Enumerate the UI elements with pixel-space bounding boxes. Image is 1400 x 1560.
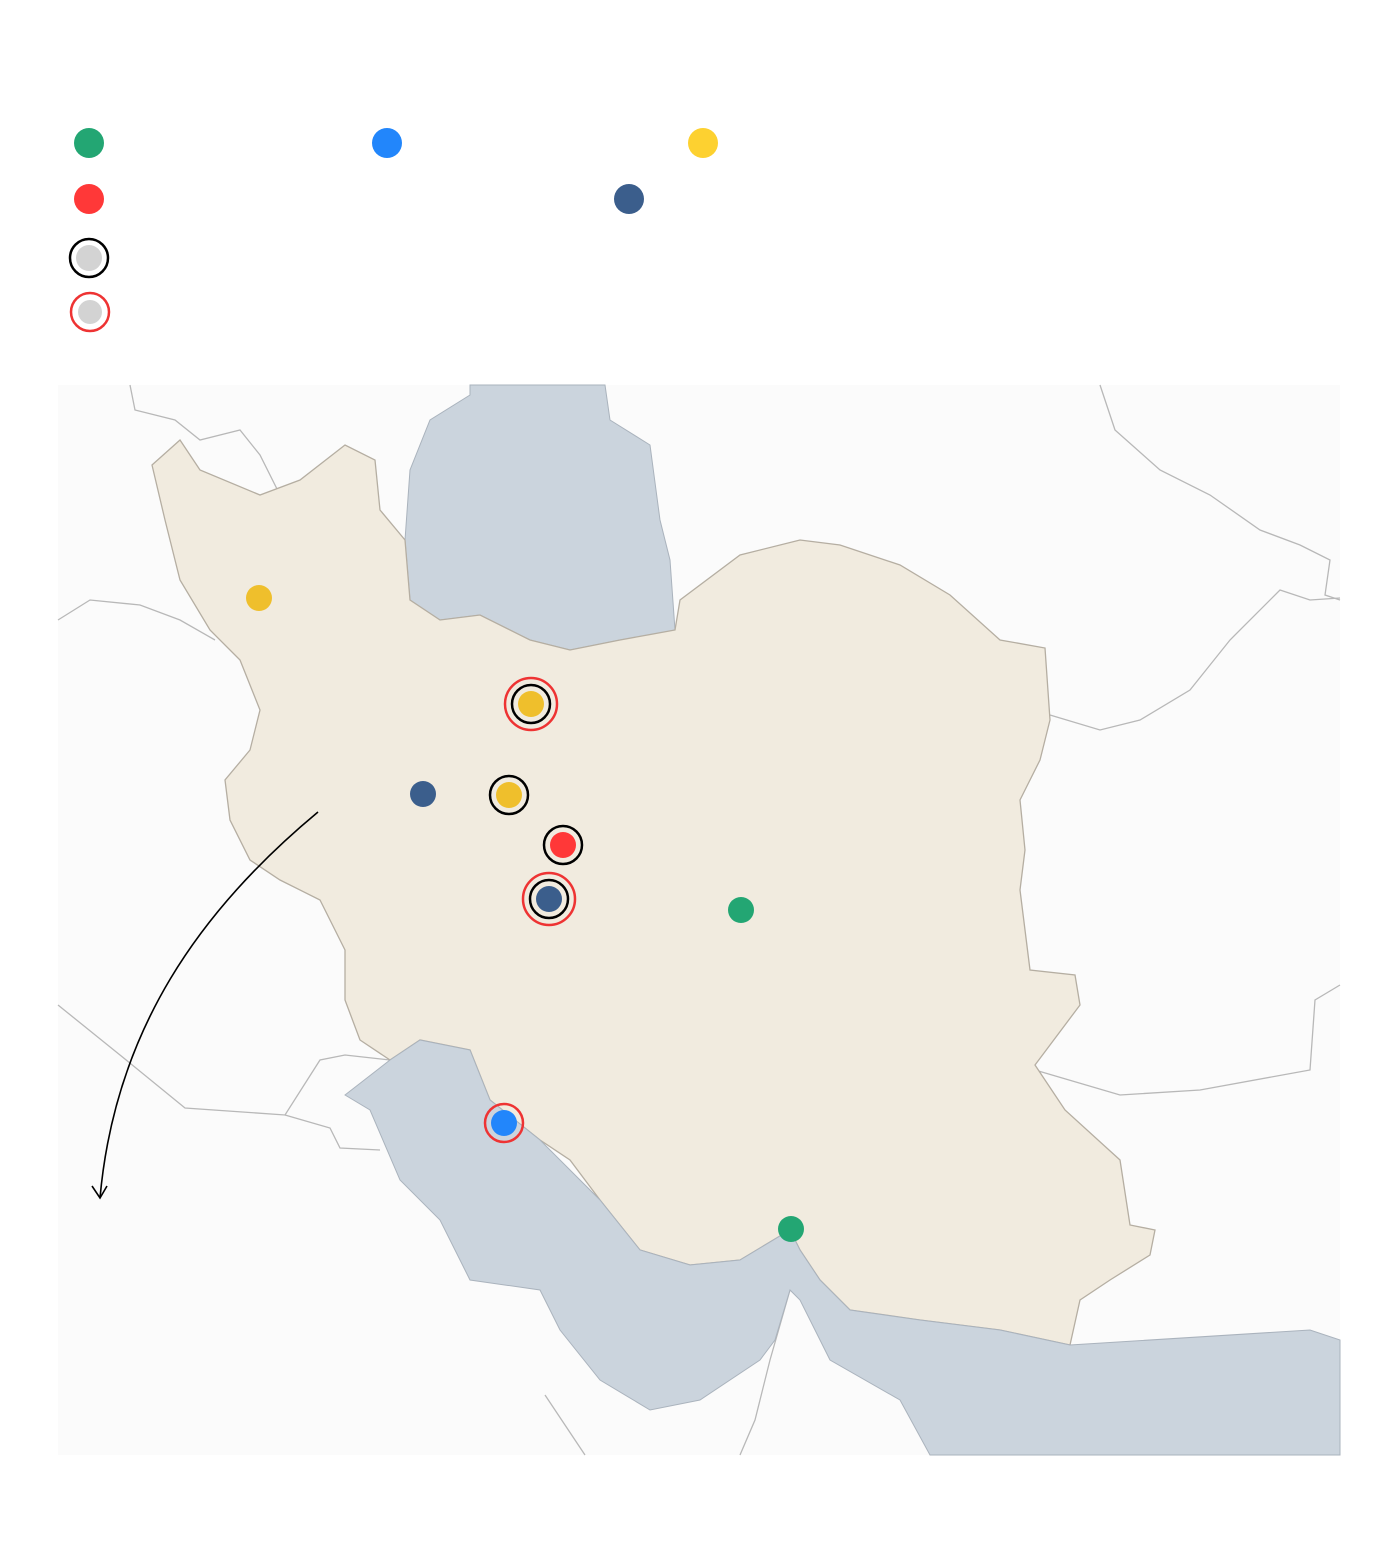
arrow-line — [99, 811, 319, 1199]
legend-ring-red-icon — [69, 291, 111, 333]
map-marker-yellow — [246, 585, 272, 611]
arrow-head — [91, 1185, 108, 1200]
legend-dot-red-icon — [74, 184, 104, 214]
marker-ring-black — [542, 824, 584, 866]
annotation-arrow — [91, 811, 319, 1200]
map-markers — [246, 585, 804, 1242]
map-marker-blue — [491, 1110, 517, 1136]
map-marker-yellow — [496, 782, 522, 808]
marker-ring-red — [483, 1102, 525, 1144]
legend-ring-black-icon — [68, 237, 110, 279]
map-marker-yellow — [518, 691, 544, 717]
legend-dot-navy-icon — [614, 184, 644, 214]
map-marker-navy — [410, 781, 436, 807]
marker-ring-red — [521, 871, 577, 927]
marker-ring-red — [503, 676, 559, 732]
map-marker-green — [728, 897, 754, 923]
legend-dot-gray-icon — [76, 245, 102, 271]
map-marker-red — [550, 832, 576, 858]
map-marker-green — [778, 1216, 804, 1242]
marker-ring-black — [488, 774, 530, 816]
legend — [68, 128, 718, 333]
legend-dot-blue-icon — [372, 128, 402, 158]
marker-ring-black — [510, 683, 552, 725]
persian-gulf — [344, 1039, 1341, 1456]
map-marker-navy — [536, 886, 562, 912]
legend-dot-green-icon — [74, 128, 104, 158]
legend-dot-gray-icon — [78, 300, 102, 324]
marker-ring-black — [528, 878, 570, 920]
iran-land — [151, 439, 1156, 1346]
legend-dot-yellow-icon — [688, 128, 718, 158]
